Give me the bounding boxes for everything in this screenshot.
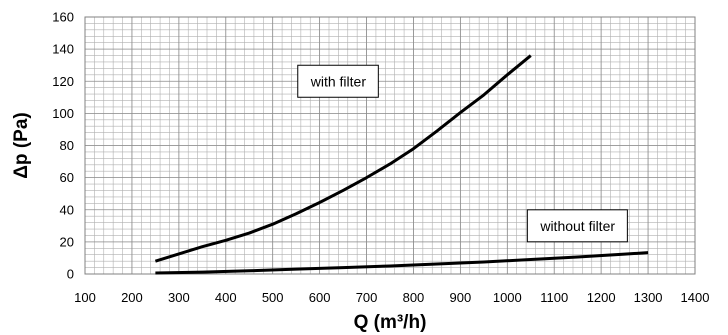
x-tick-label: 300 — [168, 290, 190, 305]
y-tick-label: 60 — [60, 170, 74, 185]
x-tick-label: 1400 — [681, 290, 710, 305]
annotation-label: with filter — [310, 73, 367, 89]
annotation-box — [297, 64, 379, 98]
x-tick-label: 1200 — [587, 290, 616, 305]
series-line-1 — [154, 54, 532, 263]
y-tick-label: 20 — [60, 234, 74, 249]
series-line-2 — [155, 251, 649, 275]
y-tick-label: 120 — [52, 74, 74, 89]
x-tick-label: 500 — [262, 290, 284, 305]
y-tick-label: 0 — [67, 267, 74, 282]
annotation-callout-1: with filter — [297, 64, 379, 98]
x-tick-label: 100 — [74, 290, 96, 305]
x-tick-label: 900 — [450, 290, 472, 305]
annotations: with filter without filter — [297, 64, 628, 243]
x-tick-labels: 100 200 300 400 500 600 700 800 900 1000 1100 1200 1… — [74, 290, 709, 305]
x-tick-label: 1300 — [634, 290, 663, 305]
y-tick-label: 140 — [52, 42, 74, 57]
y-axis-title: Δp (Pa) — [11, 112, 32, 178]
x-tick-label: 1000 — [493, 290, 522, 305]
y-tick-label: 160 — [52, 10, 74, 25]
x-tick-label: 400 — [215, 290, 237, 305]
x-tick-label: 1100 — [540, 290, 568, 305]
y-tick-label: 80 — [60, 138, 74, 153]
annotation-box — [526, 209, 628, 243]
x-axis-title: Q (m³/h) — [354, 312, 427, 333]
x-tick-label: 200 — [121, 290, 143, 305]
y-tick-label: 40 — [60, 202, 74, 217]
y-tick-label: 100 — [52, 106, 74, 121]
annotation-callout-2: without filter — [526, 209, 628, 243]
x-tick-label: 800 — [403, 290, 425, 305]
y-tick-labels: 0 20 40 60 80 100 120 140 160 — [52, 10, 74, 282]
plot-area-border — [84, 16, 696, 275]
x-tick-label: 700 — [356, 290, 378, 305]
annotation-label: without filter — [539, 218, 615, 234]
x-tick-label: 600 — [309, 290, 331, 305]
plot-frame — [84, 16, 696, 275]
series-lines — [154, 54, 649, 275]
